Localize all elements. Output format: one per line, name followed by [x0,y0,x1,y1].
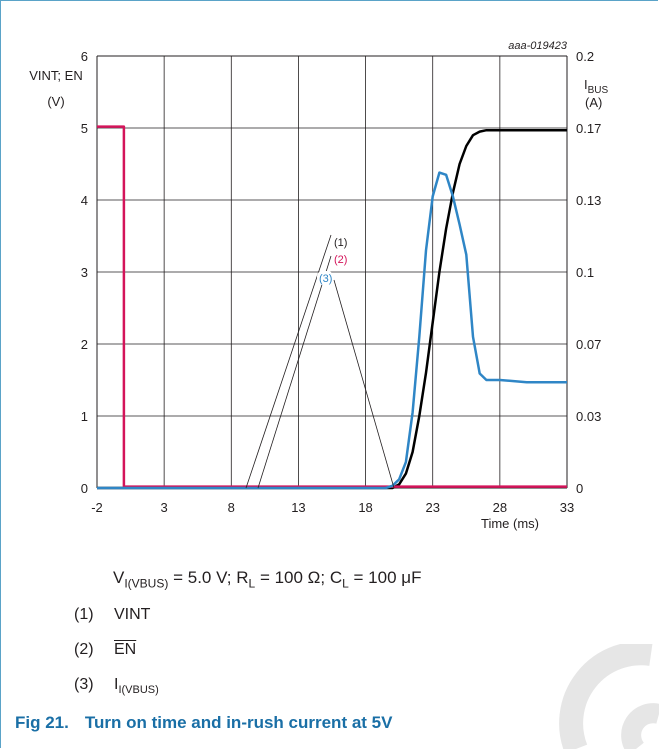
figure-number: Fig 21. [15,713,69,732]
test-conditions: VI(VBUS) = 5.0 V; RL = 100 Ω; CL = 100 μ… [113,568,422,591]
x-axis-label: Time (ms) [481,516,539,531]
left-axis-label-line-1: VINT; EN [29,68,82,83]
annotation-label: (3) [319,273,332,285]
annotation-leader [333,279,395,489]
annotation-leader [245,234,332,489]
left-tick-label: 4 [81,193,88,208]
x-tick-label: 23 [425,500,439,515]
left-tick-label: 6 [81,49,88,64]
annotation-leader [257,255,332,489]
figure-code: aaa-019423 [508,40,568,52]
x-tick-label: 33 [560,500,574,515]
left-tick-label: 1 [81,409,88,424]
right-tick-label: 0 [576,481,583,496]
x-tick-label: 13 [291,500,305,515]
right-tick-label: 0.13 [576,193,601,208]
chart-series [97,125,567,490]
legend-item-vint: (1) VINT [74,606,151,623]
left-tick-label: 0 [81,481,88,496]
x-tick-label: 3 [161,500,168,515]
x-tick-label: 18 [358,500,372,515]
legend-item-en: (2) EN [74,641,137,658]
left-tick-label: 3 [81,265,88,280]
series-line-en [97,125,567,488]
left-axis-ticks: 0 1 2 3 4 5 6 [81,49,88,496]
right-axis-ticks: 0 0.03 0.07 0.1 0.13 0.17 0.2 [576,49,601,496]
left-axis-label-line-2: (V) [47,94,64,109]
x-tick-label: 8 [228,500,235,515]
right-tick-label: 0.2 [576,49,594,64]
annotation-backdrop [317,271,333,285]
figure-title: Turn on time and in-rush current at 5V [84,713,393,732]
series-line-vint [97,128,567,490]
x-axis-ticks: -2 3 8 13 18 23 28 33 [91,500,574,515]
right-tick-label: 0.17 [576,121,601,136]
right-axis-label: IBUS [584,77,609,96]
series-line-ibus [97,171,567,490]
series-annotations: (1) (2)(3) [245,234,395,489]
watermark-logo [559,644,659,749]
annotation-label: (1) [334,237,347,249]
left-tick-label: 5 [81,121,88,136]
right-tick-label: 0.07 [576,337,601,352]
chart-grid [96,55,568,489]
x-tick-label: -2 [91,500,103,515]
figure-caption: Fig 21. Turn on time and in-rush current … [15,713,392,733]
right-axis-unit: (A) [585,95,602,110]
left-tick-label: 2 [81,337,88,352]
x-tick-label: 28 [493,500,507,515]
annotation-label: (2) [334,254,347,266]
right-tick-label: 0.03 [576,409,601,424]
legend-item-ibus: (3) II(VBUS) [74,676,159,697]
right-tick-label: 0.1 [576,265,594,280]
